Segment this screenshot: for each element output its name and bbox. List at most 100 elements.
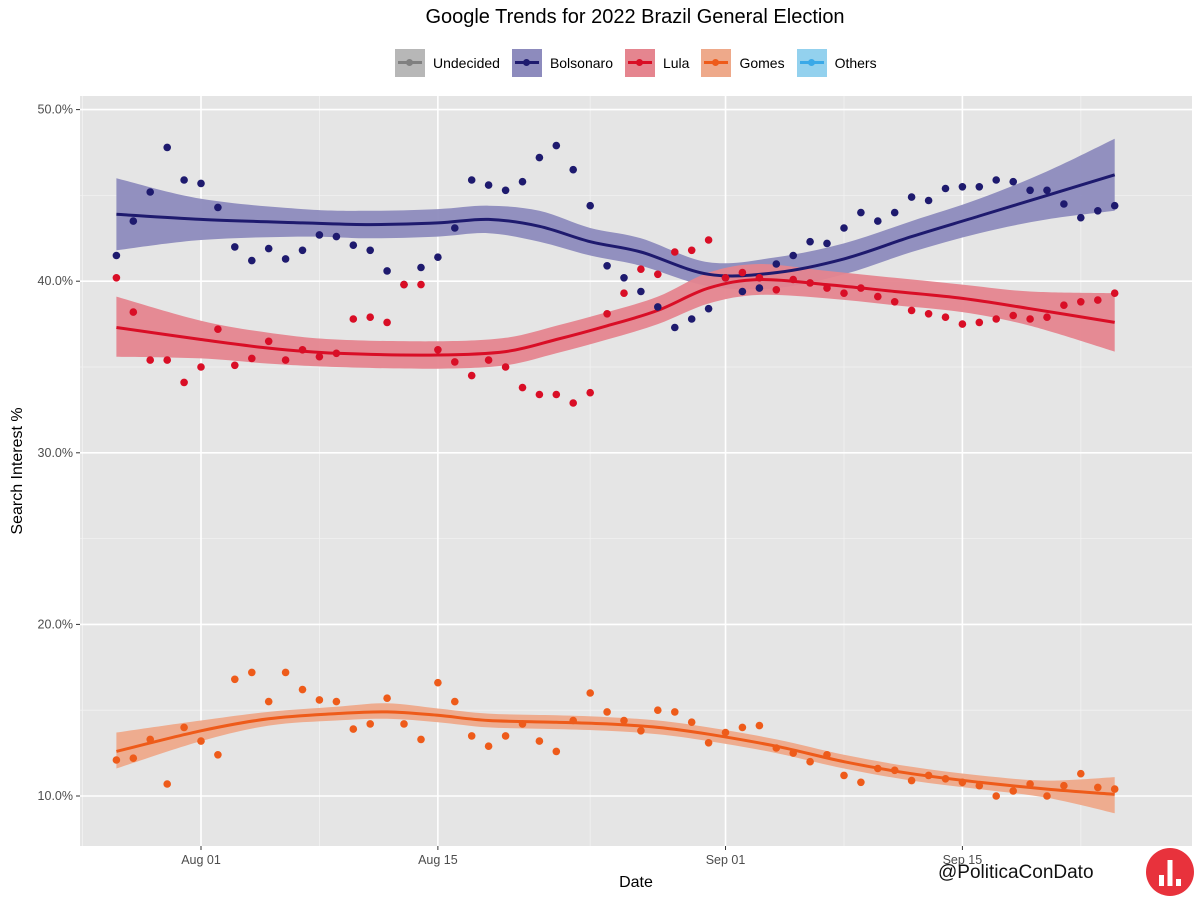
lula-point — [671, 248, 679, 256]
legend-key-bolsonaro — [511, 49, 542, 77]
bolsonaro-point — [823, 239, 831, 248]
bolsonaro-point — [874, 217, 882, 225]
gomes-point — [890, 766, 899, 775]
gomes-point — [281, 668, 290, 677]
gomes-point — [857, 778, 865, 787]
gomes-point — [146, 735, 154, 744]
gomes-point — [823, 751, 831, 759]
gomes-point — [924, 771, 933, 780]
legend-key-lula — [624, 49, 655, 77]
lula-point — [975, 318, 984, 327]
bolsonaro-point — [1110, 201, 1119, 210]
bolsonaro-point — [383, 267, 391, 275]
gomes-point — [129, 754, 138, 762]
bolsonaro-point — [332, 232, 341, 241]
lula-point — [637, 265, 645, 274]
lula-point — [992, 315, 1000, 323]
bolsonaro-point — [941, 184, 950, 193]
gomes-point — [1094, 783, 1102, 792]
bolsonaro-point — [975, 183, 984, 191]
legend-label: Gomes — [739, 55, 785, 71]
legend-item-undecided: Undecided — [395, 49, 500, 77]
lula-confidence-band — [116, 263, 1115, 369]
gomes-point — [1077, 769, 1085, 778]
bolsonaro-point — [789, 251, 797, 260]
lula-point — [400, 280, 408, 289]
lula-point — [654, 270, 662, 279]
lula-point — [264, 337, 273, 346]
gomes-point — [518, 720, 527, 728]
bolsonaro-point — [958, 183, 967, 191]
gomes-point — [1043, 792, 1051, 800]
bolsonaro-point — [687, 315, 696, 323]
bolsonaro-point — [1009, 177, 1017, 186]
lula-point — [1043, 313, 1051, 322]
chart-title: Google Trends for 2022 Brazil General El… — [425, 6, 845, 28]
gomes-point — [112, 756, 121, 764]
bolsonaro-point — [434, 253, 442, 261]
x-tick-label: Aug 15 — [418, 853, 458, 867]
legend-key-gomes — [701, 49, 732, 77]
legend-item-gomes: Gomes — [701, 49, 785, 77]
bolsonaro-point — [586, 201, 594, 210]
lula-point — [772, 286, 781, 294]
lula-point — [467, 371, 476, 380]
gomes-trend-line — [116, 710, 1115, 796]
bolsonaro-point — [552, 141, 561, 150]
gomes-point — [163, 780, 171, 788]
y-tick-label: 20.0% — [38, 617, 73, 631]
bolsonaro-point — [992, 176, 1000, 184]
legend-label: Undecided — [433, 55, 500, 71]
bolsonaro-point — [806, 237, 814, 246]
gomes-point — [214, 751, 222, 759]
gomes-point — [958, 778, 967, 787]
y-tick-label: 40.0% — [38, 274, 73, 288]
watermark: @PoliticaConDato — [938, 862, 1094, 883]
lula-point — [197, 363, 205, 371]
lula-point — [1009, 311, 1017, 320]
gomes-point — [721, 728, 730, 737]
lula-point — [687, 246, 696, 255]
bolsonaro-point — [603, 262, 611, 270]
legend-key-others — [796, 49, 827, 77]
lula-point — [586, 388, 594, 397]
bolsonaro-trend-line — [116, 173, 1116, 278]
gomes-point — [501, 732, 510, 740]
bolsonaro-point — [112, 251, 121, 260]
bolsonaro-point — [248, 256, 256, 265]
legend-label: Lula — [662, 55, 690, 71]
lula-point — [840, 289, 848, 298]
legend-item-lula: Lula — [624, 49, 690, 77]
bolsonaro-point — [890, 208, 899, 217]
gomes-point — [992, 792, 1000, 800]
gomes-point — [637, 727, 645, 735]
bolsonaro-point — [129, 217, 138, 225]
gomes-point — [789, 749, 797, 757]
gomes-point — [400, 720, 408, 728]
gomes-point — [332, 697, 341, 706]
bolsonaro-point — [1043, 186, 1051, 195]
bolsonaro-point — [1077, 213, 1085, 222]
bolsonaro-point — [231, 243, 239, 251]
lula-point — [332, 349, 341, 358]
lula-point — [434, 346, 442, 354]
bolsonaro-point — [840, 224, 848, 232]
lula-point — [823, 284, 831, 292]
bolsonaro-point — [349, 241, 358, 249]
x-tick-label: Aug 01 — [181, 853, 221, 867]
bolsonaro-point — [671, 323, 679, 332]
gomes-point — [806, 757, 814, 766]
lula-point — [620, 289, 628, 298]
lula-point — [315, 352, 324, 361]
gomes-point — [586, 689, 594, 697]
lula-point — [366, 313, 375, 322]
gomes-point — [840, 771, 848, 780]
lula-point — [501, 363, 510, 371]
lula-point — [112, 274, 121, 282]
lula-point — [180, 378, 188, 387]
bolsonaro-point — [264, 244, 273, 253]
y-tick-label: 10.0% — [38, 789, 73, 803]
bolsonaro-point — [704, 304, 713, 313]
bolsonaro-point — [298, 246, 307, 255]
gomes-point — [197, 737, 205, 745]
